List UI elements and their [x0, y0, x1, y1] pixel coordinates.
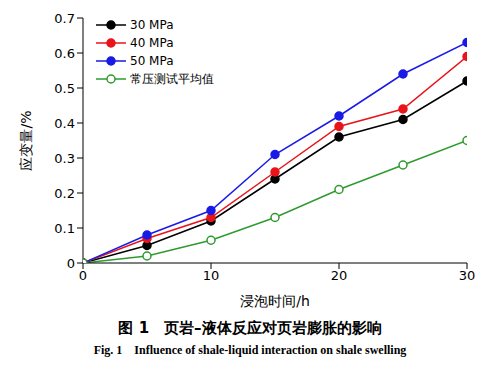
svg-text:0.7: 0.7	[54, 11, 75, 26]
html-text:图 1 页岩–液体反应对页岩膨胀的影响: 图 1 页岩–液体反应对页岩膨胀的影响	[118, 319, 382, 337]
svg-text:10: 10	[203, 268, 220, 283]
svg-text:浸泡时间/h: 浸泡时间/h	[240, 293, 310, 309]
html-text:30 MPa: 30 MPa	[130, 18, 174, 32]
svg-text:30: 30	[459, 268, 476, 283]
html-text:50 MPa: 50 MPa	[130, 54, 174, 68]
svg-text:0.4: 0.4	[54, 116, 75, 131]
svg-text:0.2: 0.2	[54, 186, 75, 201]
svg-text:20: 20	[331, 268, 348, 283]
svg-text:应变量/%: 应变量/%	[18, 110, 34, 170]
svg-text:0.5: 0.5	[54, 81, 75, 96]
html-text:Fig. 1 Influence of shale-liqu: Fig. 1 Influence of shale-liquid interac…	[93, 343, 407, 357]
svg-text:0.6: 0.6	[54, 46, 75, 61]
svg-text:0.1: 0.1	[54, 221, 75, 236]
svg-text:0: 0	[67, 256, 75, 271]
html-text:常压测试平均值: 常压测试平均值	[130, 72, 214, 86]
html-text:40 MPa: 40 MPa	[130, 36, 174, 50]
svg-text:0: 0	[79, 268, 87, 283]
svg-text:0.3: 0.3	[54, 151, 75, 166]
